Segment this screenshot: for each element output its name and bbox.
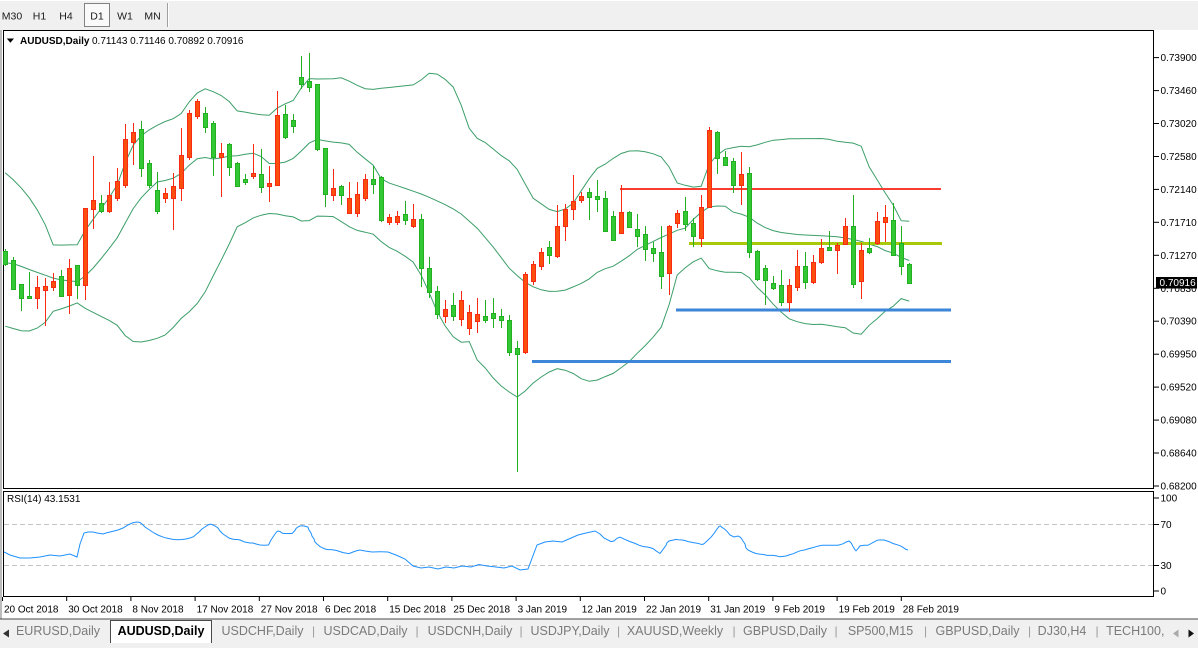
svg-text:AUDUSD,Daily: AUDUSD,Daily (20, 36, 90, 47)
svg-text:17 Nov 2018: 17 Nov 2018 (197, 605, 254, 616)
svg-text:0.69520: 0.69520 (1161, 383, 1198, 394)
svg-text:0.68200: 0.68200 (1161, 482, 1198, 493)
svg-text:|: | (1028, 624, 1031, 638)
svg-text:|: | (312, 624, 315, 638)
svg-text:|: | (617, 624, 620, 638)
svg-text:28 Feb 2019: 28 Feb 2019 (903, 605, 960, 616)
svg-text:0.71143 0.71146 0.70892 0.7091: 0.71143 0.71146 0.70892 0.70916 (92, 36, 244, 47)
svg-text:0.70830: 0.70830 (1161, 284, 1198, 295)
svg-text:|: | (924, 624, 927, 638)
svg-text:|: | (519, 624, 522, 638)
svg-text:15 Dec 2018: 15 Dec 2018 (389, 605, 446, 616)
svg-text:22 Jan 2019: 22 Jan 2019 (646, 605, 701, 616)
svg-text:H1: H1 (33, 11, 47, 23)
svg-text:0.69080: 0.69080 (1161, 416, 1198, 427)
svg-text:GBPUSD,Daily: GBPUSD,Daily (743, 624, 828, 638)
svg-text:3 Jan 2019: 3 Jan 2019 (518, 605, 568, 616)
svg-text:0.68640: 0.68640 (1161, 449, 1198, 460)
svg-text:|: | (1095, 624, 1098, 638)
svg-text:0.70916: 0.70916 (1160, 278, 1197, 289)
svg-text:0.72580: 0.72580 (1161, 152, 1198, 163)
svg-text:GBPUSD,Daily: GBPUSD,Daily (935, 624, 1020, 638)
svg-text:USDCHF,Daily: USDCHF,Daily (222, 624, 305, 638)
svg-text:0.70390: 0.70390 (1161, 317, 1198, 328)
svg-text:12 Jan 2019: 12 Jan 2019 (582, 605, 637, 616)
svg-text:27 Nov 2018: 27 Nov 2018 (261, 605, 318, 616)
svg-text:|: | (834, 624, 837, 638)
svg-text:0.73900: 0.73900 (1161, 53, 1198, 64)
svg-text:EURUSD,Daily: EURUSD,Daily (16, 624, 101, 638)
svg-text:8 Nov 2018: 8 Nov 2018 (132, 605, 184, 616)
svg-text:USDJPY,Daily: USDJPY,Daily (531, 624, 611, 638)
svg-text:0: 0 (1161, 587, 1167, 598)
svg-text:|: | (732, 624, 735, 638)
svg-text:XAUUSD,Weekly: XAUUSD,Weekly (627, 624, 724, 638)
svg-text:W1: W1 (117, 11, 133, 23)
svg-text:0.73460: 0.73460 (1161, 86, 1198, 97)
svg-text:D1: D1 (90, 11, 104, 23)
svg-text:H4: H4 (59, 11, 73, 23)
svg-text:DJ30,H4: DJ30,H4 (1038, 624, 1087, 638)
svg-text:25 Dec 2018: 25 Dec 2018 (453, 605, 510, 616)
svg-text:0.71270: 0.71270 (1161, 251, 1198, 262)
svg-text:9 Feb 2019: 9 Feb 2019 (774, 605, 825, 616)
svg-text:USDCAD,Daily: USDCAD,Daily (323, 624, 408, 638)
svg-text:0.69950: 0.69950 (1161, 350, 1198, 361)
svg-text:6 Dec 2018: 6 Dec 2018 (325, 605, 377, 616)
svg-text:TECH100,I: TECH100,I (1106, 624, 1168, 638)
svg-text:100: 100 (1161, 494, 1178, 505)
svg-text:31 Jan 2019: 31 Jan 2019 (710, 605, 765, 616)
svg-text:0.73020: 0.73020 (1161, 119, 1198, 130)
svg-text:30 Oct 2018: 30 Oct 2018 (68, 605, 123, 616)
svg-text:70: 70 (1161, 520, 1173, 531)
svg-text:19 Feb 2019: 19 Feb 2019 (839, 605, 896, 616)
svg-text:AUDUSD,Daily: AUDUSD,Daily (118, 624, 205, 638)
svg-text:SP500,M15: SP500,M15 (848, 624, 913, 638)
svg-text:30: 30 (1161, 561, 1173, 572)
svg-text:M30: M30 (2, 11, 23, 23)
svg-text:20 Oct 2018: 20 Oct 2018 (4, 605, 59, 616)
svg-text:RSI(14) 43.1531: RSI(14) 43.1531 (7, 494, 81, 505)
svg-text:0.72140: 0.72140 (1161, 185, 1198, 196)
svg-text:0.71710: 0.71710 (1161, 218, 1198, 229)
svg-text:MN: MN (144, 11, 160, 23)
svg-text:USDCNH,Daily: USDCNH,Daily (428, 624, 513, 638)
svg-text:|: | (415, 624, 418, 638)
